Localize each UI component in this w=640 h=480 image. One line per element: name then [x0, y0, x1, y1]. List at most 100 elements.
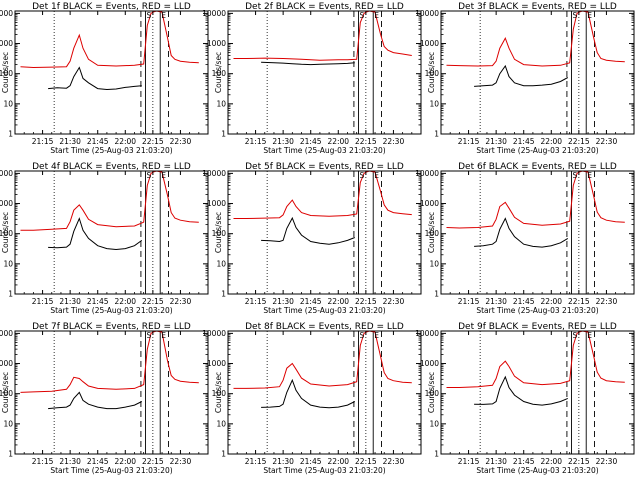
y-tick-label: 10: [3, 259, 13, 268]
annotation-e: E: [587, 11, 592, 20]
x-tick-label: 21:45: [513, 297, 535, 306]
annotation-s: S: [360, 331, 365, 340]
y-tick-label: 10: [3, 419, 13, 428]
y-tick-label: 10: [429, 259, 439, 268]
x-tick-label: 22:30: [383, 137, 405, 146]
panel-title: Det 6f BLACK = Events, RED = LLD: [458, 162, 617, 172]
x-tick-label: 21:30: [59, 457, 81, 466]
y-tick-label: 1000: [207, 39, 226, 48]
x-axis-label: Start Time (25-Aug-03 21:03:20): [476, 306, 598, 315]
y-axis-label: Counts/sec: [427, 212, 436, 253]
y-tick-label: 1: [8, 450, 13, 459]
y-axis-label: Counts/sec: [427, 52, 436, 93]
x-axis-label: Start Time (25-Aug-03 21:03:20): [263, 146, 385, 155]
panel-title: Det 7f BLACK = Events, RED = LLD: [32, 322, 191, 332]
y-axis-label: Counts/sec: [214, 372, 223, 413]
series-line-events: [48, 66, 142, 91]
annotation-e: E: [161, 11, 166, 20]
x-tick-label: 22:00: [327, 137, 349, 146]
x-tick-label: 22:30: [170, 297, 192, 306]
y-tick-label: 10000: [0, 329, 13, 338]
y-tick-label: 1: [8, 130, 13, 139]
plot-frame: [14, 10, 209, 135]
x-tick-label: 21:15: [458, 137, 480, 146]
x-tick-label: 22:30: [596, 297, 618, 306]
x-tick-label: 22:30: [170, 137, 192, 146]
y-axis-label: Counts/sec: [1, 52, 10, 93]
x-tick-label: 22:00: [114, 297, 136, 306]
x-tick-label: 21:15: [458, 297, 480, 306]
series-line-lld: [446, 11, 625, 67]
x-tick-label: 21:15: [245, 297, 267, 306]
y-tick-label: 1: [434, 290, 439, 299]
annotation-e: E: [374, 331, 379, 340]
panel-title: Det 1f BLACK = Events, RED = LLD: [32, 2, 191, 12]
plot-frame: [440, 330, 635, 455]
x-tick-label: 21:15: [32, 457, 54, 466]
x-tick-label: 21:45: [300, 457, 322, 466]
x-tick-label: 21:45: [300, 297, 322, 306]
y-tick-label: 10: [216, 99, 226, 108]
x-axis-label: Start Time (25-Aug-03 21:03:20): [50, 146, 172, 155]
y-tick-label: 100: [0, 69, 13, 78]
series-line-lld: [20, 11, 199, 69]
x-tick-label: 21:30: [272, 137, 294, 146]
x-axis-label: Start Time (25-Aug-03 21:03:20): [263, 306, 385, 315]
x-tick-label: 21:30: [272, 297, 294, 306]
series-line-lld: [20, 331, 199, 393]
y-tick-label: 10000: [415, 9, 439, 18]
x-tick-label: 22:30: [170, 457, 192, 466]
series-line-events: [261, 378, 356, 409]
annotation-s: S: [360, 11, 365, 20]
plot-area: [446, 11, 625, 134]
x-tick-label: 21:45: [87, 297, 109, 306]
y-tick-label: 100: [0, 229, 13, 238]
series-line-events: [474, 375, 568, 406]
x-tick-label: 22:00: [114, 457, 136, 466]
y-tick-label: 10000: [0, 169, 13, 178]
y-tick-label: 1000: [0, 359, 13, 368]
x-tick-label: 21:15: [458, 457, 480, 466]
panel-title: Det 2f BLACK = Events, RED = LLD: [245, 2, 404, 12]
x-tick-label: 21:30: [59, 137, 81, 146]
plot-area: [20, 11, 199, 134]
x-tick-label: 21:45: [87, 137, 109, 146]
annotation-s: S: [147, 11, 152, 20]
series-line-events: [261, 216, 355, 245]
annotation-e: E: [374, 171, 379, 180]
y-tick-label: 10000: [202, 9, 226, 18]
y-tick-label: 10000: [415, 329, 439, 338]
x-tick-label: 22:30: [596, 137, 618, 146]
x-tick-label: 21:45: [300, 137, 322, 146]
y-tick-label: 1: [221, 290, 226, 299]
y-tick-label: 1: [221, 450, 226, 459]
x-tick-label: 22:30: [383, 297, 405, 306]
x-tick-label: 21:30: [485, 457, 507, 466]
y-tick-label: 1000: [0, 39, 13, 48]
annotation-e: E: [161, 171, 166, 180]
series-line-events: [474, 64, 569, 87]
x-tick-label: 21:30: [272, 457, 294, 466]
plot-area: [20, 171, 199, 294]
x-tick-label: 22:15: [568, 297, 590, 306]
x-axis-label: Start Time (25-Aug-03 21:03:20): [50, 306, 172, 315]
y-tick-label: 1000: [207, 199, 226, 208]
y-tick-label: 1: [221, 130, 226, 139]
y-tick-label: 1000: [420, 359, 439, 368]
x-tick-label: 21:15: [245, 137, 267, 146]
y-tick-label: 100: [425, 389, 440, 398]
plot-frame: [227, 330, 422, 455]
annotation-s: S: [573, 11, 578, 20]
x-tick-label: 21:45: [513, 457, 535, 466]
x-tick-label: 21:30: [485, 137, 507, 146]
x-tick-label: 22:15: [142, 457, 164, 466]
y-tick-label: 100: [425, 229, 440, 238]
y-tick-label: 1000: [0, 199, 13, 208]
series-line-events: [474, 217, 569, 248]
x-tick-label: 21:45: [513, 137, 535, 146]
